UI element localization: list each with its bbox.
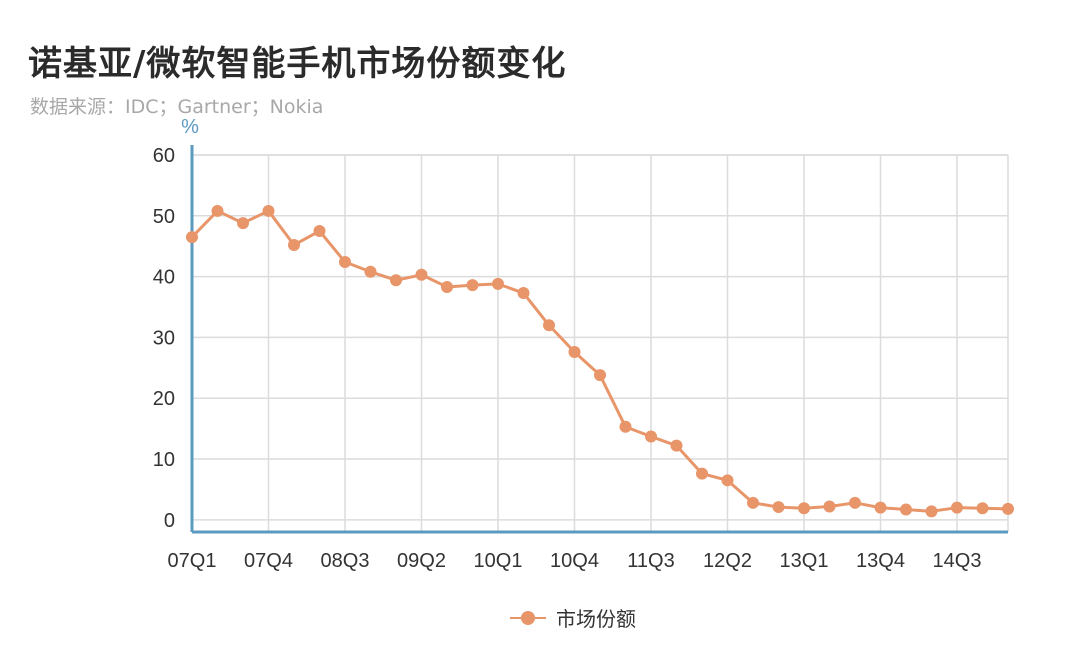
x-tick-label: 07Q1	[168, 550, 217, 572]
y-tick-label: 50	[153, 206, 175, 228]
x-tick-label: 12Q2	[703, 550, 752, 572]
x-tick-label: 09Q2	[397, 550, 446, 572]
series-line	[190, 209, 1009, 513]
grid-lines	[191, 154, 1009, 532]
data-point	[696, 467, 708, 480]
data-point	[211, 204, 224, 217]
data-point	[492, 277, 504, 290]
x-tick-labels: 07Q1 07Q4 08Q3 09Q2 10Q1 10Q4 11Q3 12Q2 13Q1 13Q4…	[168, 550, 982, 572]
chart-title: 诺基亚/微软智能手机市场份额变化	[28, 44, 567, 84]
data-point	[798, 502, 810, 515]
data-point	[339, 256, 351, 269]
y-tick-label: 60	[153, 145, 175, 167]
legend-label: 市场份额	[556, 607, 636, 631]
data-point	[415, 268, 428, 281]
data-point	[619, 420, 632, 433]
data-point	[747, 496, 759, 509]
data-point	[670, 439, 683, 452]
x-tick-label: 10Q1	[474, 550, 523, 572]
data-point	[849, 496, 861, 509]
y-tick-labels: 0 10 20 30 40 50 60	[153, 145, 175, 532]
data-point	[288, 238, 300, 251]
data-point	[262, 204, 275, 217]
y-tick-label: 0	[164, 510, 175, 532]
data-point	[186, 231, 198, 244]
data-point	[543, 319, 555, 332]
data-point	[390, 274, 402, 287]
x-tick-label: 10Q4	[550, 550, 599, 572]
data-point	[1002, 502, 1014, 515]
data-point	[364, 265, 377, 278]
data-point	[721, 474, 734, 487]
chart-source: 数据来源：IDC；Gartner；Nokia	[30, 96, 324, 118]
y-tick-label: 30	[153, 327, 175, 349]
data-point	[645, 430, 657, 443]
data-point	[237, 217, 249, 230]
data-point	[874, 501, 887, 514]
data-point	[925, 505, 938, 518]
x-tick-label: 13Q1	[780, 550, 829, 572]
legend: 市场份额	[510, 603, 636, 632]
data-point	[594, 369, 606, 382]
x-tick-label: 08Q3	[321, 550, 370, 572]
data-point	[466, 279, 479, 292]
series-market-share	[186, 204, 1014, 518]
data-point	[823, 500, 836, 513]
legend-marker-icon	[510, 608, 546, 628]
y-axis-unit: %	[181, 116, 199, 138]
data-point	[951, 501, 963, 514]
data-point	[313, 225, 326, 238]
data-point	[568, 346, 581, 359]
x-tick-label: 13Q4	[856, 550, 905, 572]
y-tick-label: 40	[153, 267, 175, 289]
y-tick-label: 10	[153, 449, 175, 471]
data-point	[900, 503, 912, 516]
data-point	[441, 280, 453, 293]
x-tick-label: 14Q3	[933, 550, 982, 572]
x-tick-label: 07Q4	[244, 550, 293, 572]
data-point	[517, 287, 530, 300]
y-tick-label: 20	[153, 388, 175, 410]
axes	[190, 145, 1008, 534]
data-point	[772, 501, 785, 514]
data-point	[976, 502, 989, 515]
x-tick-label: 11Q3	[627, 550, 674, 572]
